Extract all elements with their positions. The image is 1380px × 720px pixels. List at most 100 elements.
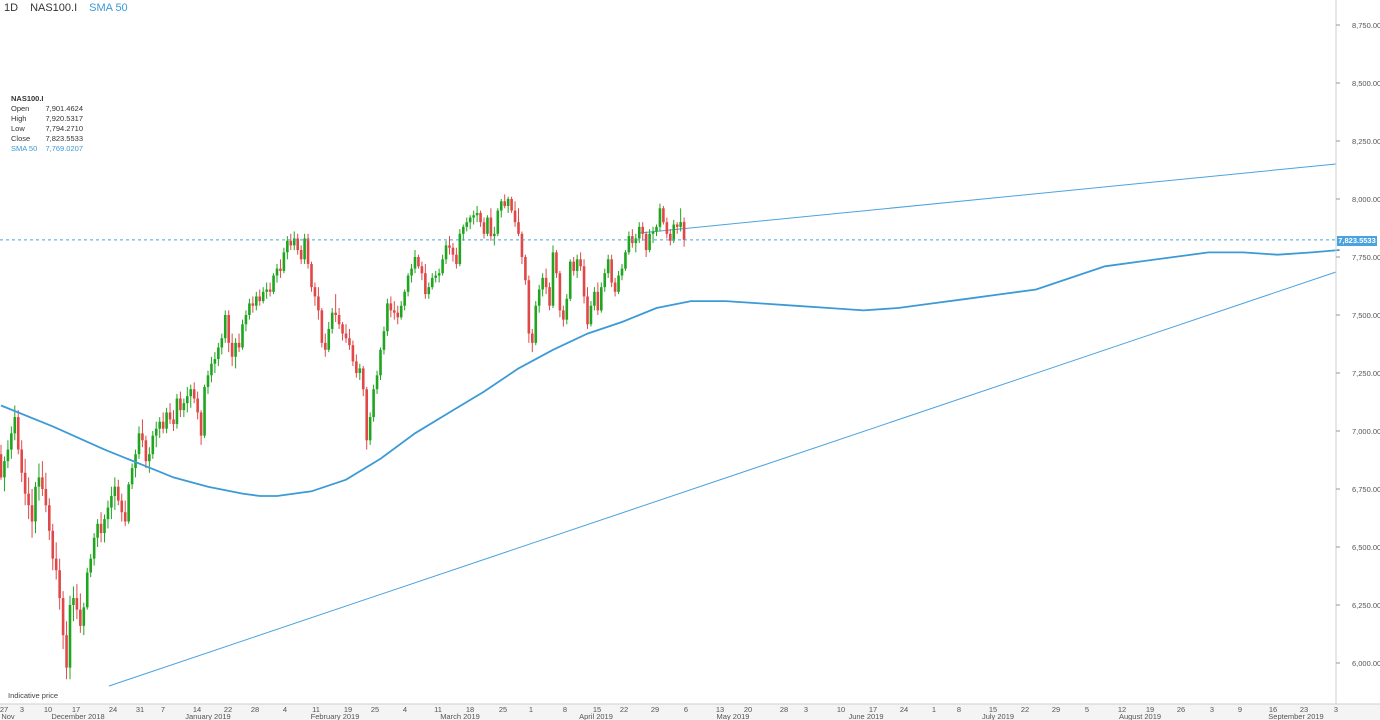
x-day-label: 3 xyxy=(20,705,24,714)
ohlc-row-low: Low 7,794.2710 xyxy=(11,124,83,133)
candle-body xyxy=(179,398,182,411)
candle-body xyxy=(123,512,127,522)
candle-body xyxy=(348,338,351,346)
candle-body xyxy=(165,412,168,429)
candle-body xyxy=(558,273,562,311)
candle-body xyxy=(75,598,79,610)
candle-body xyxy=(603,273,607,288)
x-month-label: Nov xyxy=(1,712,15,720)
candle-body xyxy=(44,489,48,506)
candle-body xyxy=(286,240,289,253)
candle-body xyxy=(537,289,541,306)
x-day-label: 20 xyxy=(744,705,752,714)
x-day-label: 10 xyxy=(837,705,845,714)
candle-body xyxy=(551,252,555,306)
candle-body xyxy=(99,523,103,534)
sma-50-line[interactable] xyxy=(0,249,1340,497)
candle-body xyxy=(306,238,310,264)
y-tick-label: 6,500.0000 xyxy=(1352,543,1380,552)
x-day-label: 19 xyxy=(1146,705,1154,714)
candle-body xyxy=(268,289,272,292)
candle-body xyxy=(341,324,344,334)
candle-body xyxy=(565,298,569,320)
candle-body xyxy=(662,208,665,223)
candle-body xyxy=(10,433,13,450)
candle-body xyxy=(555,252,558,274)
candle-body xyxy=(182,403,186,411)
candle-body xyxy=(237,342,241,348)
candle-body xyxy=(0,454,3,478)
candle-body xyxy=(234,342,237,357)
x-day-label: 24 xyxy=(900,705,908,714)
candle-body xyxy=(644,233,648,251)
candle-body xyxy=(82,607,86,626)
candle-body xyxy=(455,254,458,264)
candle-body xyxy=(192,389,196,399)
x-day-label: 29 xyxy=(1052,705,1060,714)
trend-line xyxy=(639,163,1337,234)
candle-body xyxy=(679,222,682,227)
x-day-label: 29 xyxy=(651,705,659,714)
candle-body xyxy=(575,259,579,271)
candle-body xyxy=(292,238,296,246)
candle-body xyxy=(527,280,531,334)
candle-body xyxy=(296,238,299,251)
candle-body xyxy=(303,238,306,260)
candle-body xyxy=(151,435,155,455)
x-day-label: 15 xyxy=(989,705,997,714)
candle-body xyxy=(420,266,424,274)
x-day-label: 16 xyxy=(1269,705,1277,714)
candle-body xyxy=(430,277,434,288)
candle-body xyxy=(27,493,30,506)
candle-body xyxy=(244,315,248,325)
candle-body xyxy=(524,257,527,281)
x-day-label: 26 xyxy=(1177,705,1185,714)
candle-body xyxy=(589,305,593,325)
x-day-label: 28 xyxy=(251,705,259,714)
x-day-label: 17 xyxy=(869,705,877,714)
x-day-label: 31 xyxy=(136,705,144,714)
candle-body xyxy=(230,342,234,357)
candle-body xyxy=(117,486,120,501)
x-day-label: 12 xyxy=(1118,705,1126,714)
candle-body xyxy=(579,259,582,267)
candle-body xyxy=(189,389,193,397)
candle-body xyxy=(358,368,362,373)
candle-body xyxy=(344,333,348,339)
candle-body xyxy=(41,477,44,489)
y-tick-label: 7,750.0000 xyxy=(1352,253,1380,262)
candle-body xyxy=(675,224,679,227)
candle-body xyxy=(637,226,641,239)
trend-lines[interactable] xyxy=(108,163,1337,687)
candle-body xyxy=(617,275,620,292)
candle-body xyxy=(682,221,686,240)
candle-body xyxy=(223,315,227,339)
x-day-label: 24 xyxy=(109,705,117,714)
time-axis[interactable]: 27 3 10 17 24 31 7 14 22 28 4 11 19 25 4 11 18 25 1 8 15 22 29… xyxy=(0,703,1380,720)
x-day-label: 23 xyxy=(1300,705,1308,714)
x-month-label: July 2019 xyxy=(982,712,1014,720)
candle-body xyxy=(96,523,99,538)
candle-body xyxy=(506,199,510,206)
candle-body xyxy=(141,433,144,441)
candle-body xyxy=(634,238,638,244)
indicative-price-note: Indicative price xyxy=(8,691,59,700)
candle-body xyxy=(261,291,265,302)
x-day-label: 1 xyxy=(932,705,936,714)
price-axis[interactable]: 8,750.0000 8,500.0000 8,250.0000 8,000.0000… xyxy=(1335,0,1380,704)
candle-body xyxy=(255,296,258,306)
candle-body xyxy=(92,537,96,559)
symbol-label[interactable]: NAS100.I xyxy=(30,2,78,14)
candle-body xyxy=(251,303,255,306)
candle-body xyxy=(158,421,161,429)
candle-body xyxy=(417,257,420,267)
candle-body xyxy=(337,315,341,325)
candle-body xyxy=(468,217,472,223)
candle-body xyxy=(520,233,524,257)
indicator-label[interactable]: SMA 50 xyxy=(89,2,128,14)
timeframe-label[interactable]: 1D xyxy=(4,2,19,14)
candle-body xyxy=(20,449,23,473)
ohlc-row-high: High 7,920.5317 xyxy=(11,114,83,123)
candle-body xyxy=(220,338,224,348)
